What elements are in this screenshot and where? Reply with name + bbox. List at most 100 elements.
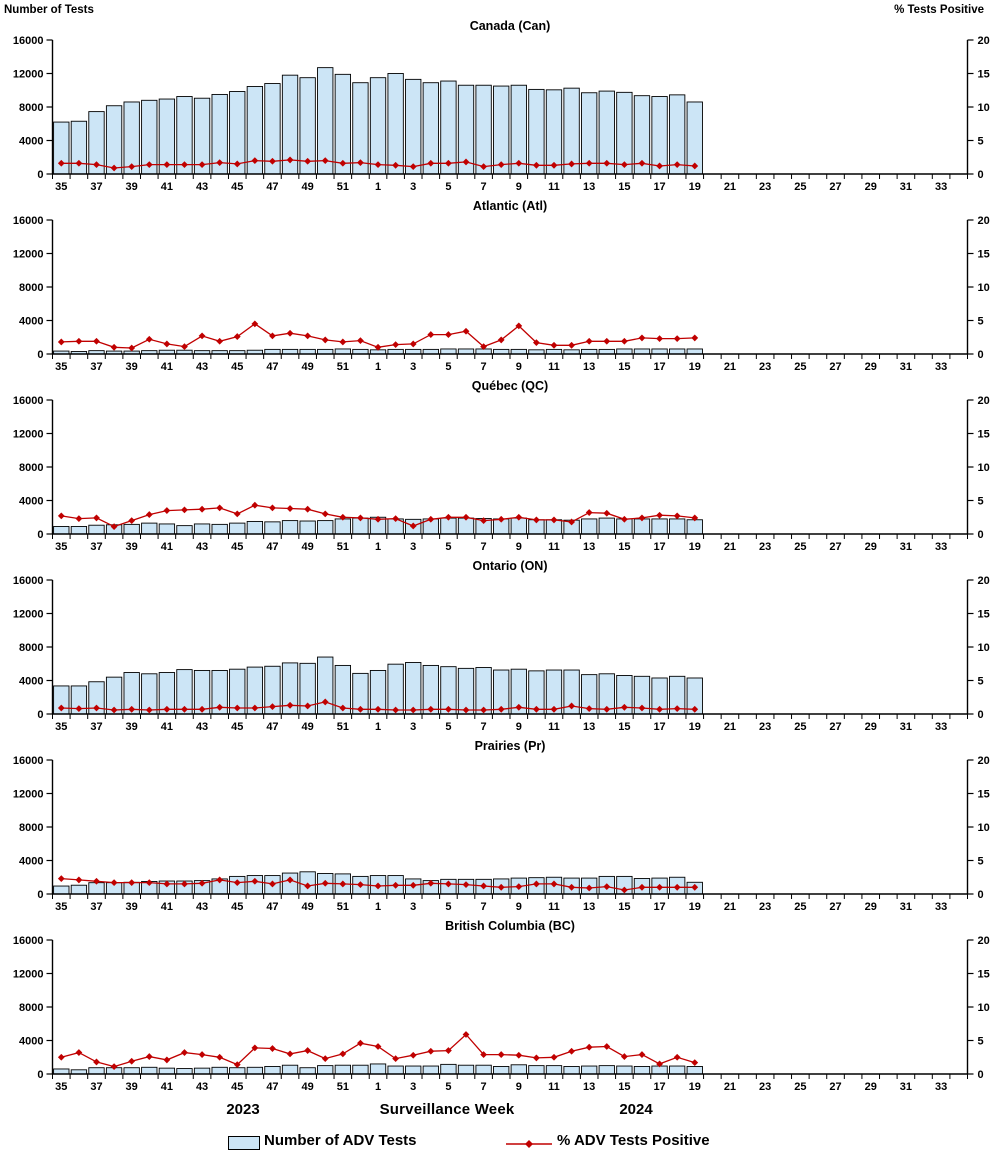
x-tick-label: 13 [583,541,595,553]
bar [405,662,422,715]
bar [299,1067,316,1075]
pct-marker [568,702,575,710]
bar [193,1067,211,1075]
x-tick-label: 35 [55,1081,67,1093]
x-tick-label: 21 [724,901,736,913]
x-tick-label: 31 [900,361,912,373]
pct-positive-series [57,875,699,894]
pct-marker [339,338,347,346]
x-tick-label: 35 [55,181,67,193]
panel-british-columbia-bc: British Columbia (BC) 0 4000 8000 12000 16000… [13,919,990,1093]
x-tick-label: 49 [302,181,314,193]
bar [493,1066,510,1075]
bar [176,525,193,535]
pct-marker [251,320,259,328]
pct-marker [603,159,611,167]
x-tick-label: 5 [445,1081,451,1093]
pct-marker [374,161,382,169]
pct-marker [532,161,540,169]
pct-marker [304,882,312,890]
pct-marker [339,159,347,167]
bar [563,1066,580,1075]
pct-marker [198,879,206,887]
bar [281,1064,299,1075]
x-tick-label: 3 [410,181,416,193]
pct-marker [638,334,646,342]
bar [457,1064,475,1075]
x-tick-label: 23 [759,721,771,733]
x-tick-label: 1 [375,721,381,733]
pct-marker [269,504,276,512]
pct-marker [321,698,329,706]
x-tick-label: 3 [410,1081,416,1093]
pct-marker [198,705,206,713]
x-tick-label: 1 [375,181,381,193]
pct-marker [128,163,136,171]
bar [229,522,246,535]
pct-marker [233,879,241,887]
legend-diamond [525,1140,533,1148]
pct-marker [110,343,118,351]
x-tick-label: 19 [689,721,701,733]
x-tick-label: 13 [583,361,595,373]
x-tick-label: 21 [724,181,736,193]
x-tick-label: 37 [90,361,102,373]
bar [475,1064,492,1075]
left-tick-label: 8000 [19,822,43,834]
pct-marker [163,340,171,348]
right-tick-label: 0 [978,889,984,901]
pct-marker [532,339,540,347]
x-tick-label: 25 [794,181,806,193]
bar [229,1067,246,1075]
pct-marker [550,341,558,349]
pct-marker [427,331,435,338]
pct-marker [75,1049,83,1056]
pct-marker [445,513,452,521]
bar [669,1065,686,1075]
right-tick-label: 0 [978,529,984,541]
pct-marker [603,1043,611,1050]
bar [616,1065,633,1075]
pct-marker [163,161,171,169]
bar [686,519,703,535]
bar [193,523,211,535]
x-tick-label: 1 [375,901,381,913]
pct-marker [515,883,523,891]
bars-series [53,656,703,715]
left-tick-label: 16000 [13,935,44,947]
bar [264,1066,281,1075]
pct-marker [181,880,188,888]
bar [123,523,140,535]
pct-marker [233,704,241,712]
x-tick-label: 35 [55,721,67,733]
pct-marker [392,515,400,522]
bar [281,872,299,895]
bars-series [53,516,703,535]
pct-marker [462,513,470,521]
bar [669,518,686,535]
pct-marker [585,509,593,516]
x-tick-label: 7 [481,541,487,553]
x-tick-label: 41 [161,361,173,373]
bar [440,1063,457,1075]
bar [70,526,88,535]
pct-marker [532,705,540,713]
pct-marker [445,705,452,713]
x-tick-label: 5 [445,541,451,553]
right-tick-label: 10 [978,102,990,114]
pct-marker [638,883,646,891]
right-tick-label: 0 [978,709,984,721]
right-tick-label: 0 [978,169,984,181]
x-tick-label: 41 [161,541,173,553]
pct-marker [515,703,523,711]
x-tick-label: 5 [445,721,451,733]
bar [105,105,123,175]
pct-marker [269,157,276,165]
panel-title: Québec (QC) [472,379,548,393]
pct-marker [145,706,153,714]
pct-marker [673,335,681,342]
x-tick-label: 17 [653,721,665,733]
bar [545,89,563,175]
x-tick-label: 9 [516,181,522,193]
bar [616,348,633,355]
